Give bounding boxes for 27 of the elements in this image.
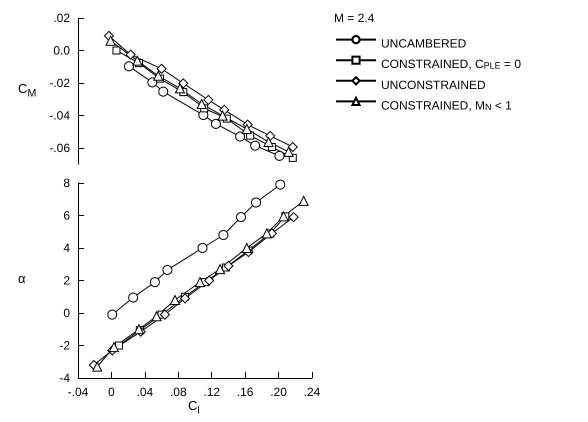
y-tick-label: -4 [59,371,70,385]
legend-label: CONSTRAINED, CPLE = 0 [381,57,522,72]
legend-label: UNCONSTRAINED [381,78,486,92]
y-tick-label: 6 [63,208,70,222]
y-tick-label: -.02 [49,76,70,90]
y-tick-label: .02 [53,11,70,25]
legend-label: UNCAMBERED [381,36,467,51]
y-tick-label: 0 [63,306,70,320]
legend-label: CONSTRAINED, MN < 1 [381,98,512,112]
y-tick-label: -.04 [49,108,70,122]
y-tick-label: -.06 [49,140,70,155]
y-axis-title: C$_{M}$ [18,81,36,100]
legend-title: M = 2.4 [334,11,375,25]
x-tick-label: .24 [304,385,321,399]
y-tick-label: 2 [63,274,70,288]
y-tick-label: 4 [63,241,70,255]
y-tick-label: -2 [59,338,70,352]
x-tick-label: 0 [108,385,116,399]
x-tick-label: .04 [136,385,154,399]
x-tick-label: .16 [236,385,254,399]
y-tick-label: 8 [63,176,70,190]
x-tick-label: .20 [270,385,288,399]
y-tick-label: 0.0 [53,43,70,58]
x-tick-label: .08 [170,385,187,399]
x-axis-title: C$_{l}$ [188,398,200,417]
x-tick-label: .12 [203,385,220,399]
y-axis-title: α [18,270,26,286]
